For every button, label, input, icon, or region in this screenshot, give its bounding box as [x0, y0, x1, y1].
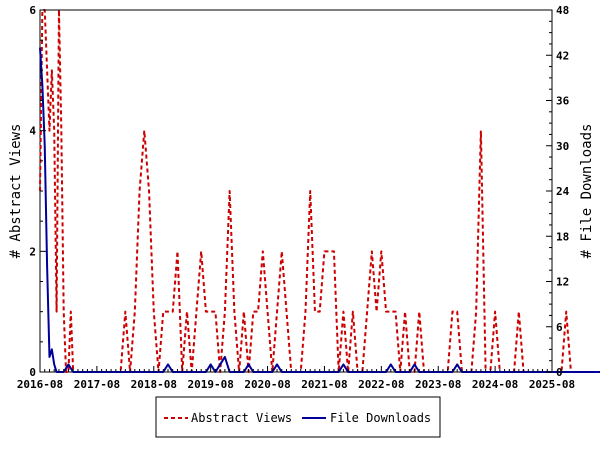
y-right-tick-label: 30	[556, 140, 569, 153]
legend: Abstract Views File Downloads	[155, 396, 441, 438]
x-tick-label: 2016-08	[17, 378, 63, 391]
y-axis-right-title: # File Downloads	[579, 124, 595, 259]
x-tick-label: 2021-08	[301, 378, 347, 391]
y-axis-left: 0 2 4 6	[29, 4, 46, 379]
x-tick-label: 2024-08	[472, 378, 518, 391]
x-tick-label: 2019-08	[187, 378, 233, 391]
y-right-tick-label: 18	[556, 230, 569, 243]
x-tick-label: 2020-08	[244, 378, 290, 391]
y-right-tick-label: 12	[556, 276, 569, 289]
x-tick-label: 2017-08	[74, 378, 120, 391]
y-right-tick-label: 48	[556, 4, 569, 17]
legend-label-file-downloads: File Downloads	[330, 411, 431, 425]
y-right-tick-label: 36	[556, 95, 570, 108]
legend-label-abstract-views: Abstract Views	[191, 411, 292, 425]
y-right-tick-label: 0	[556, 366, 563, 379]
x-axis: 2016-08 2017-08 2018-08 2019-08 2020-08 2021-…	[17, 366, 575, 391]
series-layer	[39, 9, 600, 373]
y-left-tick-label: 2	[29, 245, 36, 258]
y-axis-right: 0 6 12 18 24 30 36 42 48	[546, 4, 570, 379]
x-tick-label: 2022-08	[358, 378, 404, 391]
y-right-tick-label: 24	[556, 185, 570, 198]
y-right-tick-label: 6	[556, 321, 563, 334]
x-tick-label: 2023-08	[415, 378, 461, 391]
series-line-file-downloads	[39, 47, 600, 373]
legend-box	[155, 396, 441, 438]
x-tick-label: 2018-08	[131, 378, 177, 391]
y-right-tick-label: 42	[556, 49, 569, 62]
x-tick-label: 2025-08	[529, 378, 575, 391]
y-left-tick-label: 0	[29, 366, 36, 379]
y-left-tick-label: 6	[29, 4, 36, 17]
y-axis-left-title: # Abstract Views	[8, 124, 24, 259]
y-left-tick-label: 4	[29, 125, 36, 138]
